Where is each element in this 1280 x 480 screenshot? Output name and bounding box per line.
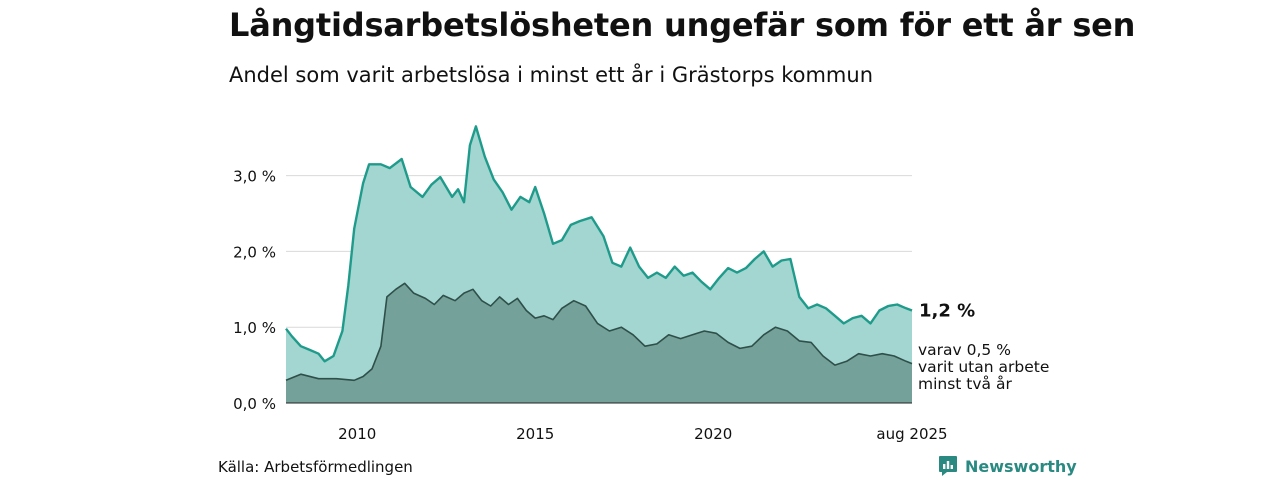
y-tick-label: 3,0 % (233, 168, 276, 186)
end-label-long-term: varav 0,5 % varit utan arbete minst två år (918, 341, 1049, 393)
y-tick-label: 0,0 % (233, 395, 276, 413)
brand-logo: Newsworthy (938, 455, 1077, 477)
y-tick-label: 1,0 % (233, 319, 276, 337)
chart-subtitle: Andel som varit arbetslösa i minst ett å… (229, 63, 874, 87)
x-tick-label: 2020 (694, 425, 732, 443)
y-tick-label: 2,0 % (233, 243, 276, 261)
bar-chart-icon (939, 456, 957, 476)
series-line-2 (285, 282, 913, 382)
source-note: Källa: Arbetsförmedlingen (218, 458, 413, 476)
chart-title: Långtidsarbetslösheten ungefär som för e… (229, 6, 1136, 44)
brand-name: Newsworthy (965, 456, 1077, 476)
x-tick-label: aug 2025 (876, 425, 947, 443)
end-label-line: varit utan arbete (918, 358, 1049, 376)
end-label-total: 1,2 % (919, 301, 975, 322)
x-tick-label: 2010 (338, 425, 376, 443)
end-label-line: varav 0,5 % (918, 341, 1011, 359)
end-label-line: minst två år (918, 375, 1012, 393)
x-tick-label: 2015 (516, 425, 554, 443)
series-area-2 (286, 283, 912, 403)
series-line-1 (285, 125, 913, 363)
